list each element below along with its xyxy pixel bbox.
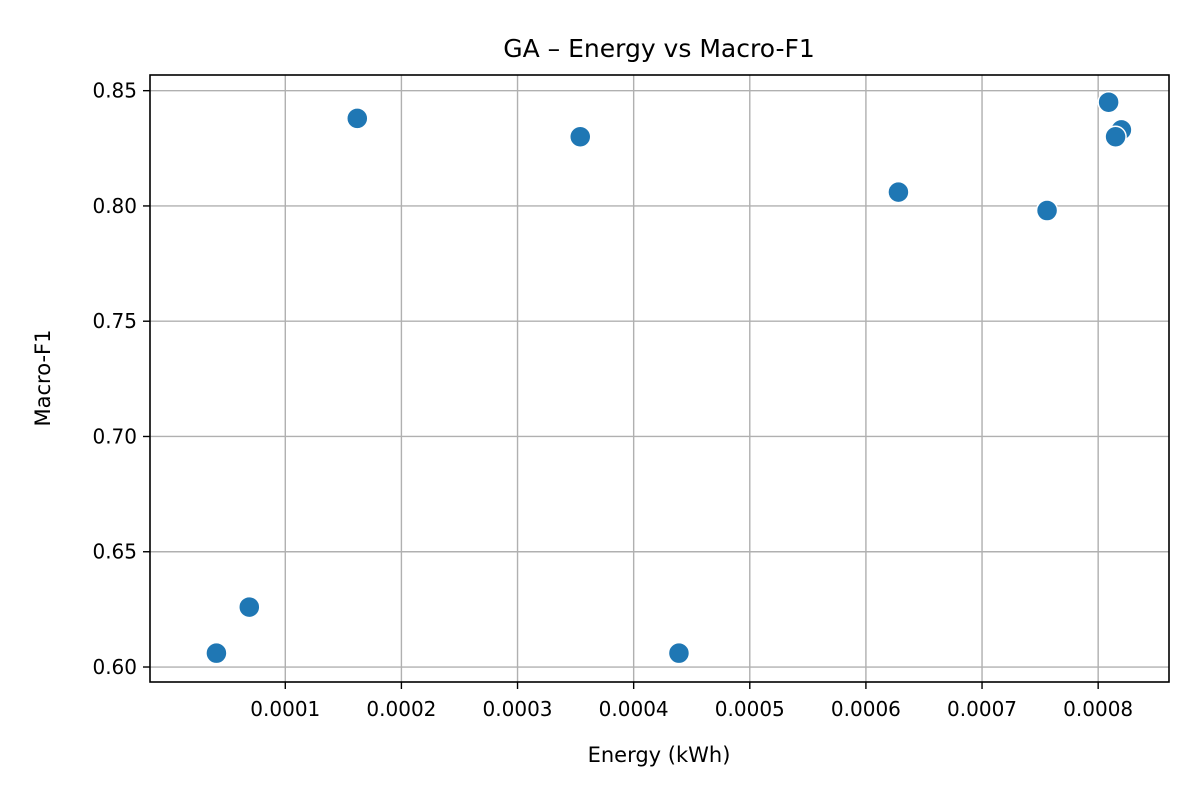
data-point	[1104, 125, 1127, 149]
data-point	[568, 125, 592, 149]
y-tick-label: 0.80	[92, 194, 137, 218]
x-axis-label: Energy (kWh)	[588, 743, 731, 767]
data-point	[238, 595, 261, 619]
data-points	[205, 90, 1133, 665]
x-tick-label: 0.0008	[1063, 697, 1133, 721]
x-tick-label: 0.0004	[599, 697, 669, 721]
data-point	[1097, 90, 1120, 114]
y-axis-label: Macro-F1	[31, 330, 55, 427]
data-point	[887, 180, 910, 204]
y-tick-label: 0.85	[92, 79, 137, 103]
x-tick-label: 0.0003	[483, 697, 553, 721]
plot-frame	[149, 74, 1170, 683]
chart-title: GA – Energy vs Macro-F1	[503, 34, 815, 63]
x-tick-label: 0.0005	[715, 697, 785, 721]
x-tick-label: 0.0001	[250, 697, 320, 721]
data-point	[205, 641, 228, 665]
grid	[150, 75, 1169, 682]
y-tick-label: 0.65	[92, 540, 137, 564]
y-tick-label: 0.60	[92, 655, 137, 679]
x-tick-label: 0.0007	[947, 697, 1017, 721]
y-tick-label: 0.70	[92, 424, 137, 448]
data-point	[346, 107, 369, 130]
y-axis-ticks: 0.60 0.65 0.70 0.75 0.80 0.85	[92, 79, 150, 679]
y-tick-label: 0.75	[92, 309, 137, 333]
x-tick-label: 0.0002	[366, 697, 436, 721]
data-point	[1035, 199, 1059, 222]
data-point	[667, 641, 691, 665]
x-axis-ticks: 0.0001 0.0002 0.0003 0.0004 0.0005 0.0006 0.00…	[250, 682, 1133, 721]
x-tick-label: 0.0006	[831, 697, 901, 721]
